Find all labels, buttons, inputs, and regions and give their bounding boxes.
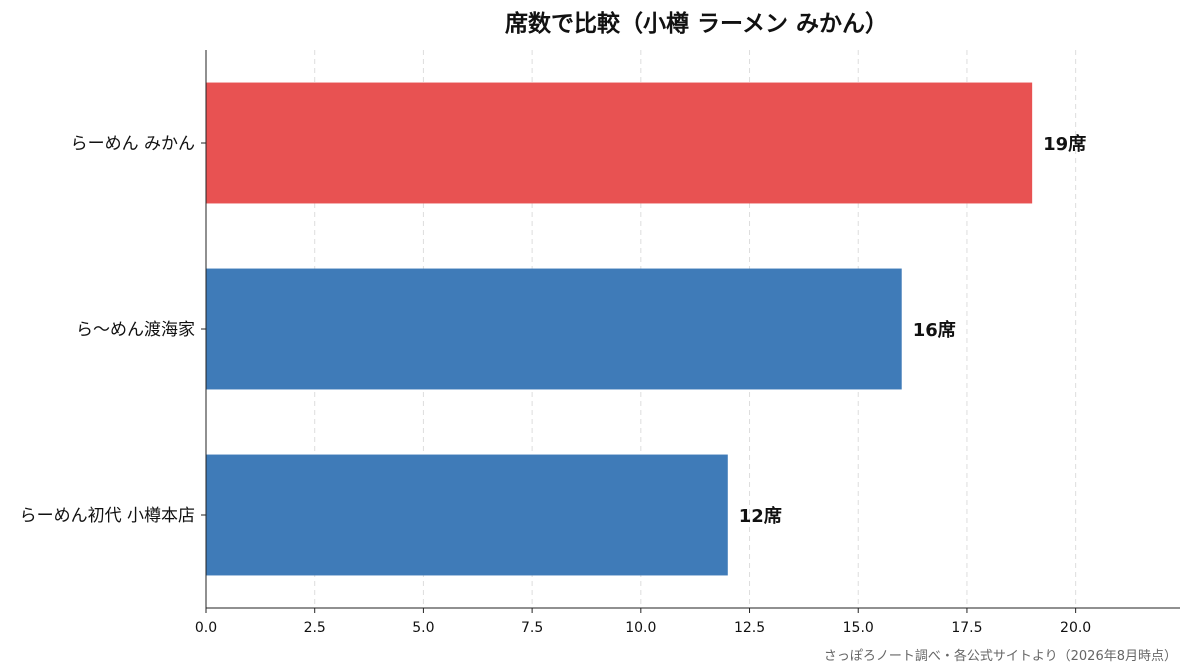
x-tick-label: 5.0 [412, 620, 434, 636]
source-note: さっぽろノート調べ・各公式サイトより（2026年8月時点） [823, 649, 1177, 664]
x-tick-label: 7.5 [521, 620, 543, 636]
x-tick-label: 20.0 [1060, 620, 1091, 636]
category-label: らーめん みかん [71, 134, 195, 154]
bar [206, 82, 1033, 204]
data-label: 16席 [913, 319, 956, 341]
category-label: らーめん初代 小樽本店 [20, 506, 195, 526]
chart-title: 席数で比較（小樽 ラーメン みかん） [504, 11, 889, 37]
data-label: 19席 [1043, 133, 1086, 155]
x-tick-label: 10.0 [625, 620, 656, 636]
x-tick-label: 15.0 [843, 620, 874, 636]
bars [206, 82, 1033, 576]
labels: 0.0 2.5 5.0 7.5 10.0 12.5 15.0 17.5 20.0 らーめん みかん… [20, 133, 1092, 636]
bar [206, 268, 902, 390]
x-tick-label: 17.5 [951, 620, 982, 636]
data-label: 12席 [739, 505, 782, 527]
x-tick-label: 0.0 [195, 620, 217, 636]
category-label: ら〜めん渡海家 [76, 320, 195, 340]
x-tick-label: 12.5 [734, 620, 765, 636]
x-tick-label: 2.5 [304, 620, 326, 636]
bar [206, 454, 728, 576]
